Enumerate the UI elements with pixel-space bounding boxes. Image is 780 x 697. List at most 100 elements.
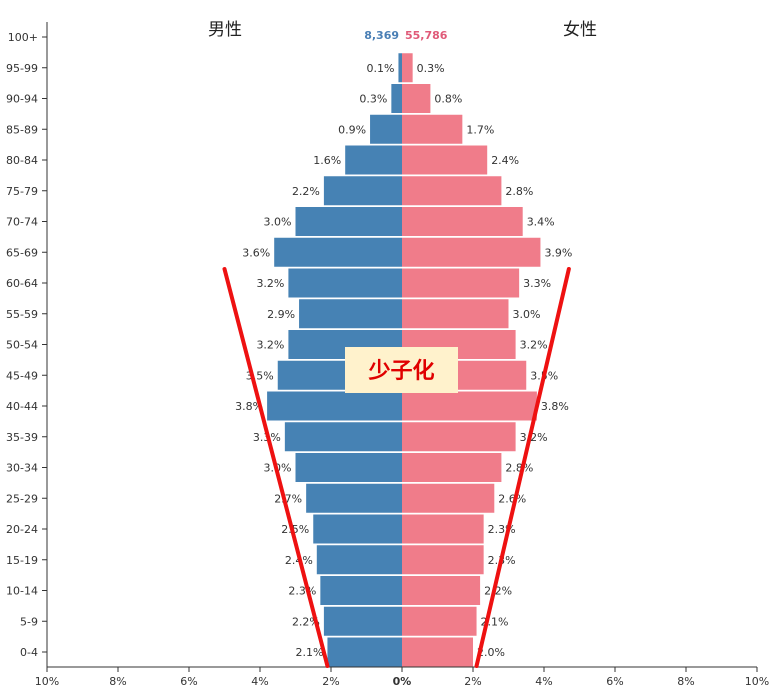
bar-male-30-34 bbox=[295, 453, 402, 482]
female-value-label-85-89: 1.7% bbox=[466, 123, 494, 136]
x-tick-label-4: 2% bbox=[322, 675, 339, 688]
female-value-label-90-94: 0.8% bbox=[434, 93, 462, 106]
male-value-label-25-29: 2.7% bbox=[274, 492, 302, 505]
y-tick-label-30-34: 30-34 bbox=[6, 462, 38, 475]
female-value-label-50-54: 3.2% bbox=[520, 339, 548, 352]
bar-female-25-29 bbox=[402, 483, 495, 513]
bar-male-35-39 bbox=[284, 422, 402, 452]
bar-female-15-19 bbox=[402, 545, 484, 575]
male-value-label-0-4: 2.1% bbox=[295, 646, 323, 659]
male-value-label-5-9: 2.2% bbox=[292, 615, 320, 628]
y-tick-label-95-99: 95-99 bbox=[6, 62, 38, 75]
y-tick-label-5-9: 5-9 bbox=[20, 615, 38, 628]
y-tick-label-40-44: 40-44 bbox=[6, 400, 38, 413]
female-value-label-55-59: 3.0% bbox=[513, 308, 541, 321]
female-value-label-60-64: 3.3% bbox=[523, 277, 551, 290]
bar-male-25-29 bbox=[306, 483, 402, 513]
y-tick-label-90-94: 90-94 bbox=[6, 93, 38, 106]
bar-female-95-99 bbox=[402, 53, 413, 83]
male-value-label-60-64: 3.2% bbox=[256, 277, 284, 290]
female-value-label-95-99: 0.3% bbox=[417, 62, 445, 75]
y-tick-label-20-24: 20-24 bbox=[6, 523, 38, 536]
bar-male-5-9 bbox=[323, 606, 402, 636]
female-value-label-40-44: 3.8% bbox=[541, 400, 569, 413]
male-series-title: 男性 bbox=[208, 20, 242, 40]
male-value-label-75-79: 2.2% bbox=[292, 185, 320, 198]
y-tick-label-10-14: 10-14 bbox=[6, 585, 38, 598]
y-tick-label-45-49: 45-49 bbox=[6, 369, 38, 382]
bar-male-0-4 bbox=[327, 637, 402, 667]
bar-female-35-39 bbox=[402, 422, 516, 452]
bar-male-15-19 bbox=[316, 545, 402, 575]
bar-male-70-74 bbox=[295, 207, 402, 236]
y-tick-label-0-4: 0-4 bbox=[20, 646, 38, 659]
bars-group bbox=[267, 53, 541, 667]
trend-lines-group bbox=[222, 267, 571, 668]
annotation-box bbox=[345, 347, 458, 393]
female-value-label-20-24: 2.3% bbox=[488, 523, 516, 536]
female-value-label-10-14: 2.2% bbox=[484, 585, 512, 598]
bar-female-40-44 bbox=[402, 391, 537, 421]
y-tick-label-75-79: 75-79 bbox=[6, 185, 38, 198]
male-total-label: 8,369 bbox=[364, 29, 399, 42]
bar-female-10-14 bbox=[402, 576, 481, 605]
value-labels-group: 0.1% 0.3% 0.3% 0.8% 0.9% 1.7% 1.6% 2.4% 2.2% 2.8%… bbox=[235, 62, 572, 659]
x-tick-label-0: 10% bbox=[35, 675, 59, 688]
male-value-label-85-89: 0.9% bbox=[338, 123, 366, 136]
male-value-label-90-94: 0.3% bbox=[359, 93, 387, 106]
x-tick-label-5: 0% bbox=[393, 675, 412, 688]
y-tick-label-35-39: 35-39 bbox=[6, 431, 38, 444]
x-tick-label-2: 6% bbox=[180, 675, 197, 688]
annotation-shoushika: 少子化 bbox=[345, 347, 458, 393]
bar-female-55-59 bbox=[402, 299, 509, 329]
x-tick-label-3: 4% bbox=[251, 675, 268, 688]
male-value-label-40-44: 3.8% bbox=[235, 400, 263, 413]
bar-male-65-69 bbox=[274, 237, 402, 267]
bar-male-55-59 bbox=[299, 299, 402, 329]
y-tick-label-50-54: 50-54 bbox=[6, 339, 38, 352]
bar-female-5-9 bbox=[402, 606, 477, 636]
bar-male-20-24 bbox=[313, 514, 402, 544]
bar-male-60-64 bbox=[288, 268, 402, 298]
male-value-label-50-54: 3.2% bbox=[256, 339, 284, 352]
bar-female-65-69 bbox=[402, 237, 541, 267]
bar-male-90-94 bbox=[391, 84, 402, 113]
male-value-label-95-99: 0.1% bbox=[366, 62, 394, 75]
annotation-text: 少子化 bbox=[367, 358, 434, 384]
bar-male-40-44 bbox=[267, 391, 402, 421]
male-value-label-80-84: 1.6% bbox=[313, 154, 341, 167]
female-value-label-65-69: 3.9% bbox=[544, 246, 572, 259]
bar-male-75-79 bbox=[323, 176, 402, 206]
y-tick-label-65-69: 65-69 bbox=[6, 246, 38, 259]
bar-female-85-89 bbox=[402, 114, 463, 144]
x-tick-label-1: 8% bbox=[109, 675, 126, 688]
bar-female-20-24 bbox=[402, 514, 484, 544]
bar-female-75-79 bbox=[402, 176, 502, 206]
y-tick-label-55-59: 55-59 bbox=[6, 308, 38, 321]
female-value-label-0-4: 2.0% bbox=[477, 646, 505, 659]
trend-line-right bbox=[474, 267, 571, 668]
female-value-label-25-29: 2.6% bbox=[498, 492, 526, 505]
bar-female-80-84 bbox=[402, 145, 488, 175]
bar-male-80-84 bbox=[345, 145, 402, 175]
female-series-title: 女性 bbox=[563, 20, 597, 40]
y-tick-label-85-89: 85-89 bbox=[6, 123, 38, 136]
male-value-label-55-59: 2.9% bbox=[267, 308, 295, 321]
male-value-label-65-69: 3.6% bbox=[242, 246, 270, 259]
female-total-label: 55,786 bbox=[405, 29, 448, 42]
bar-female-90-94 bbox=[402, 84, 431, 113]
y-tick-label-70-74: 70-74 bbox=[6, 216, 38, 229]
bar-male-10-14 bbox=[320, 576, 402, 605]
female-value-label-30-34: 2.8% bbox=[505, 462, 533, 475]
y-tick-label-25-29: 25-29 bbox=[6, 492, 38, 505]
bar-female-30-34 bbox=[402, 453, 502, 482]
axes-group: 100+ 95-99 90-94 85-89 80-84 75-79 70-74 65-69 6… bbox=[6, 22, 769, 688]
bar-female-60-64 bbox=[402, 268, 520, 298]
female-value-label-75-79: 2.8% bbox=[505, 185, 533, 198]
y-tick-label-15-19: 15-19 bbox=[6, 554, 38, 567]
trend-line-left bbox=[222, 267, 330, 668]
male-value-label-10-14: 2.3% bbox=[288, 585, 316, 598]
y-tick-label-80-84: 80-84 bbox=[6, 154, 38, 167]
x-tick-label-8: 6% bbox=[606, 675, 623, 688]
